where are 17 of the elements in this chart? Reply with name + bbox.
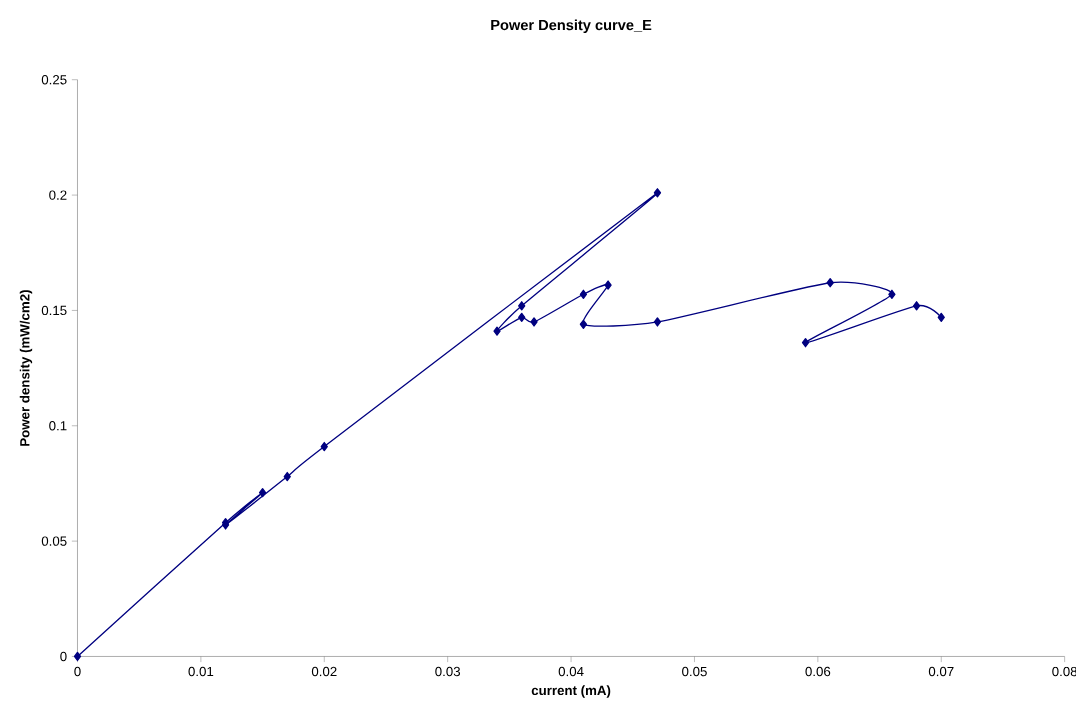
x-tick-label: 0.03 [435,666,461,677]
x-tick-label: 0.07 [928,666,954,677]
y-axis-title: Power density (mW/cm2) [19,290,33,446]
y-tick-label: 0.1 [49,421,67,431]
y-tick-label: 0.15 [41,305,67,316]
y-tick-label: 0.2 [49,190,67,200]
x-tick-label: 0.04 [558,666,584,677]
x-tick-label: 0.05 [682,666,707,677]
x-tick-label: 0.01 [188,666,214,677]
y-tick-label: 0 [60,651,67,662]
x-axis-title: current (mA) [531,685,611,698]
x-tick-label: 0 [74,666,81,677]
y-tick-label: 0.05 [41,536,67,546]
chart-title: Power Density curve_E [491,19,652,34]
x-tick-label: 0.06 [805,666,831,677]
x-tick-label: 0.02 [311,666,337,677]
y-tick-label: 0.25 [41,75,67,85]
